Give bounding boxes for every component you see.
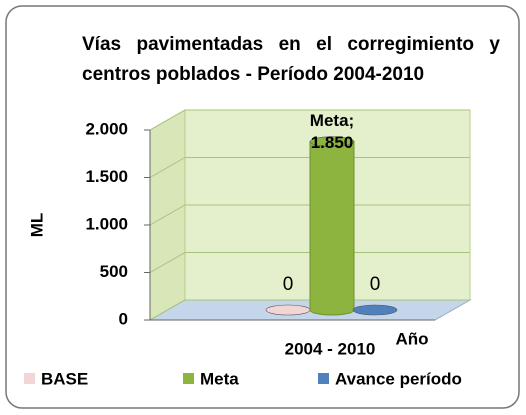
legend-label: BASE [41,369,88,388]
legend-swatch [183,373,194,384]
legend-swatch [318,373,329,384]
y-tick-label: 2.000 [85,119,128,138]
x-tick-label: 2004 - 2010 [285,339,376,358]
data-label: 0 [282,274,294,295]
legend-label: Meta [200,369,239,388]
grid-line [149,109,470,131]
data-label: 0 [369,274,381,295]
data-label: Meta; 1.850 [309,110,355,152]
y-tick-label: 1.000 [85,214,128,233]
chart-title: Vías pavimentadas en el corregimiento y … [82,34,500,85]
bar [309,141,355,316]
x-axis-label: Año [395,329,428,348]
bar-cap [265,304,311,316]
y-tick-label: 500 [100,262,128,281]
grid-line [149,299,470,321]
legend-label: Avance período [335,369,462,388]
y-axis-label: ML [27,213,46,238]
y-tick-label: 0 [119,309,128,328]
bar-cap [309,136,355,147]
grid-line [149,252,470,273]
grid-line [149,204,470,226]
legend-swatch [24,373,35,384]
bar-cap [352,304,398,316]
grid-line [149,157,470,178]
y-tick-label: 1.500 [85,167,128,186]
